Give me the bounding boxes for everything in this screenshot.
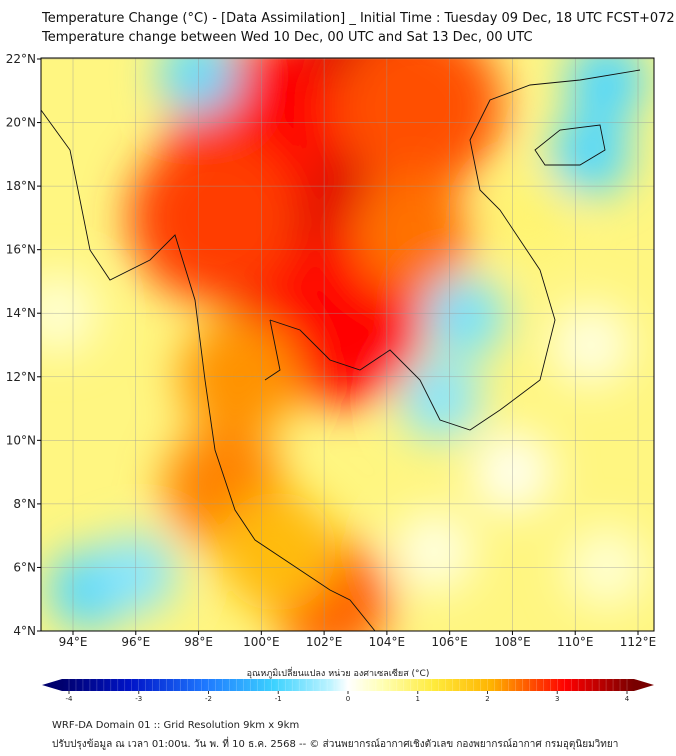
coastline bbox=[41, 69, 641, 631]
colorbar-tick-label: 4 bbox=[625, 695, 630, 703]
lat-tick-label: 20°N bbox=[6, 116, 36, 130]
colorbar-tick-label: -1 bbox=[275, 695, 282, 703]
field-blob bbox=[550, 305, 631, 385]
field-blob bbox=[566, 58, 647, 122]
colorbar-max-arrow bbox=[634, 679, 654, 691]
lat-tick-label: 16°N bbox=[6, 243, 36, 257]
lat-tick-label: 18°N bbox=[6, 179, 36, 193]
field-blob bbox=[333, 58, 504, 192]
lon-tick-label: 98°E bbox=[184, 635, 213, 649]
field-blob bbox=[488, 177, 569, 258]
lon-tick-label: 102°E bbox=[306, 635, 343, 649]
chart-title: Temperature Change (°C) - [Data Assimila… bbox=[42, 11, 675, 26]
field-blob bbox=[393, 511, 474, 592]
lon-tick-label: 110°E bbox=[557, 635, 594, 649]
colorbar-tick-label: 2 bbox=[485, 695, 489, 703]
lat-tick-label: 12°N bbox=[6, 370, 36, 384]
colorbar-tick-label: -2 bbox=[205, 695, 212, 703]
lon-tick-label: 100°E bbox=[243, 635, 280, 649]
footer-update-info: ปรับปรุงข้อมูล ณ เวลา 01:00น. วัน พ. ที่… bbox=[52, 739, 619, 750]
lon-tick-label: 96°E bbox=[121, 635, 150, 649]
lon-tick-label: 94°E bbox=[59, 635, 88, 649]
lon-tick-label: 112°E bbox=[620, 635, 657, 649]
colorbar-gradient bbox=[62, 679, 634, 691]
lat-tick-label: 10°N bbox=[6, 433, 36, 447]
field-blob bbox=[400, 359, 481, 440]
colorbar-tick-label: -3 bbox=[135, 695, 142, 703]
colorbar-tick-label: -4 bbox=[66, 695, 74, 703]
colorbar-tick-label: 1 bbox=[416, 695, 420, 703]
lat-tick-label: 14°N bbox=[6, 306, 36, 320]
lat-tick-label: 6°N bbox=[13, 560, 36, 574]
colorbar-tick-label: 3 bbox=[555, 695, 559, 703]
field-blob bbox=[217, 491, 338, 612]
colorbar-tick-label: 0 bbox=[346, 695, 350, 703]
colorbar: -4 -3 -2 -1 0 1 2 3 4 bbox=[42, 679, 654, 703]
lon-tick-label: 104°E bbox=[369, 635, 406, 649]
chart-subtitle: Temperature change between Wed 10 Dec, 0… bbox=[42, 30, 533, 45]
field-blob bbox=[425, 276, 506, 357]
field-blob bbox=[550, 114, 631, 195]
lat-tick-label: 8°N bbox=[13, 497, 36, 511]
lat-tick-label: 4°N bbox=[13, 624, 36, 638]
colorbar-label: อุณหภูมิเปลี่ยนแปลง หน่วย องศาเซลเซียส (… bbox=[246, 669, 430, 679]
field-blob bbox=[352, 173, 472, 294]
lat-tick-label: 22°N bbox=[6, 52, 36, 66]
lon-tick-label: 106°E bbox=[431, 635, 468, 649]
lon-tick-label: 108°E bbox=[494, 635, 531, 649]
colorbar-min-arrow bbox=[42, 679, 62, 691]
map-frame bbox=[40, 57, 655, 632]
field-blob bbox=[129, 132, 300, 303]
footer-model-info: WRF-DA Domain 01 :: Grid Resolution 9km … bbox=[52, 720, 300, 731]
